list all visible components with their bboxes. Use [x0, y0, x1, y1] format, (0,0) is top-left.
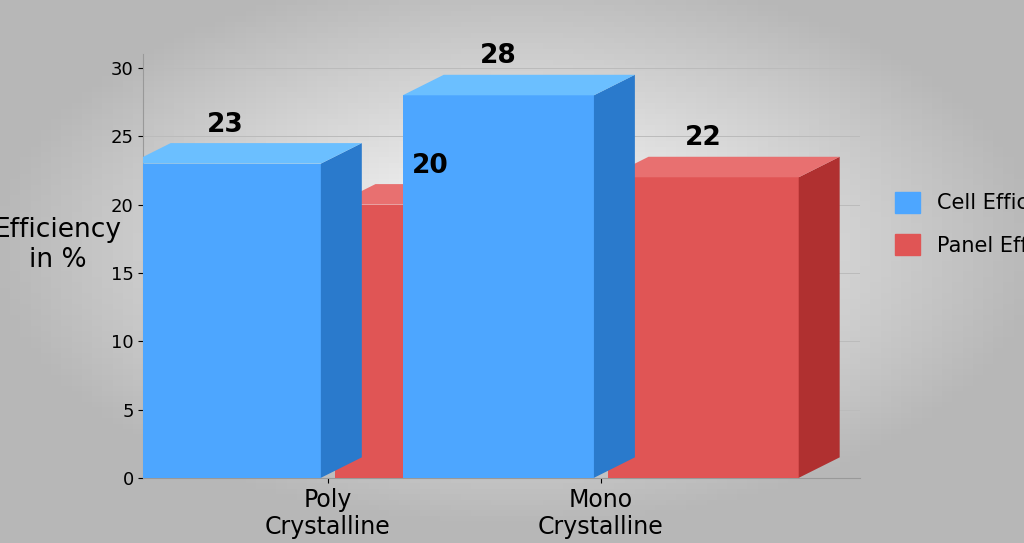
Text: 28: 28	[480, 43, 517, 70]
Text: 22: 22	[685, 125, 722, 151]
Bar	[607, 177, 799, 478]
Polygon shape	[594, 75, 635, 478]
Polygon shape	[607, 157, 840, 177]
Polygon shape	[799, 157, 840, 478]
Polygon shape	[335, 184, 566, 205]
Polygon shape	[321, 143, 361, 478]
Y-axis label: Efficiency
in %: Efficiency in %	[0, 217, 122, 273]
Text: 20: 20	[412, 153, 449, 179]
Bar	[402, 95, 594, 478]
Text: 23: 23	[207, 112, 244, 137]
Legend: Cell Efficiency, Panel Efficiency: Cell Efficiency, Panel Efficiency	[885, 181, 1024, 266]
Polygon shape	[525, 184, 566, 478]
Bar	[130, 163, 321, 478]
Polygon shape	[402, 75, 635, 95]
Bar	[335, 205, 525, 478]
Polygon shape	[130, 143, 361, 163]
